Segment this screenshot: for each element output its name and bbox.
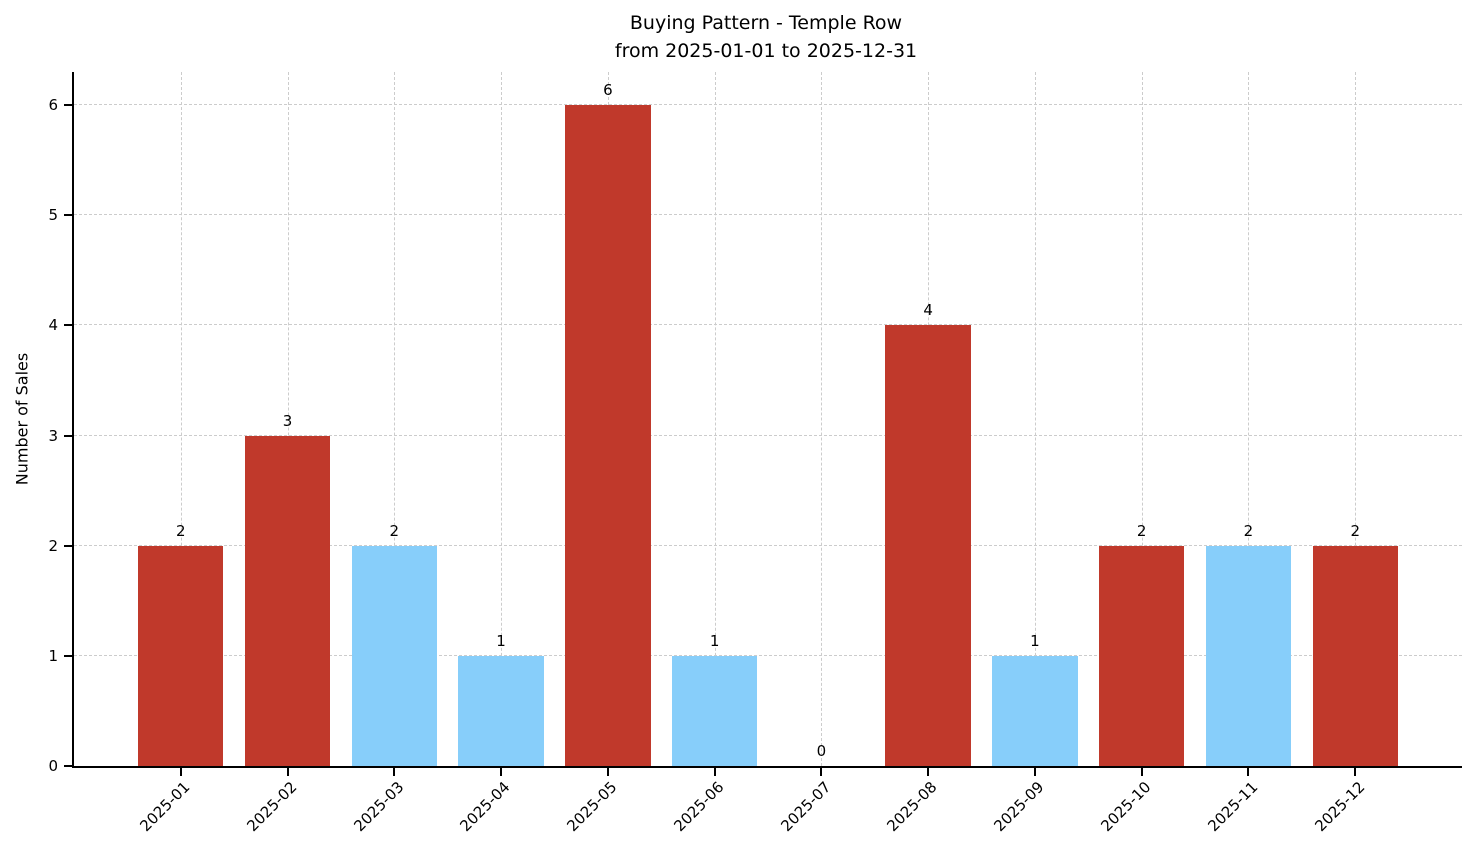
y-gridline: [74, 214, 1462, 216]
x-tick-label: 2025-04: [456, 778, 514, 836]
y-tick-mark: [64, 324, 72, 327]
y-gridline: [74, 654, 1462, 656]
bar: [992, 655, 1078, 766]
y-tick-mark: [64, 434, 72, 437]
bar-value-label: 2: [1350, 521, 1360, 540]
y-tick-label: 2: [48, 536, 58, 555]
x-tick-mark: [820, 768, 823, 776]
x-tick-label: 2025-10: [1097, 778, 1155, 836]
x-tick-mark: [179, 768, 182, 776]
x-tick-mark: [500, 768, 503, 776]
bar-value-label: 1: [709, 631, 720, 650]
x-tick-label: 2025-01: [136, 778, 194, 836]
x-tick-label: 2025-11: [1204, 778, 1262, 836]
x-tick-mark: [1140, 768, 1143, 776]
bar-value-label: 2: [389, 521, 400, 540]
x-tick-mark: [1354, 768, 1357, 776]
y-tick-label: 6: [48, 96, 58, 115]
bar: [351, 545, 437, 766]
y-gridline: [74, 104, 1462, 106]
y-tick-mark: [64, 544, 72, 547]
x-gridline: [501, 72, 503, 766]
y-gridline: [74, 544, 1462, 546]
x-tick-label: 2025-06: [670, 778, 728, 836]
chart-title-line1: Buying Pattern - Temple Row: [629, 12, 903, 34]
bar: [138, 545, 224, 766]
x-tick-label: 2025-08: [883, 778, 941, 836]
x-tick-mark: [1247, 768, 1250, 776]
x-tick-label: 2025-07: [777, 778, 835, 836]
x-gridline: [1248, 72, 1250, 766]
x-tick-label: 2025-02: [243, 778, 301, 836]
bar: [1098, 545, 1185, 766]
y-tick-mark: [64, 654, 72, 657]
bar: [1312, 545, 1398, 766]
bar: [244, 435, 331, 766]
bar-value-label: 2: [175, 521, 186, 540]
bar: [1205, 545, 1292, 766]
bar-value-label: 0: [816, 742, 827, 760]
x-gridline: [714, 72, 716, 766]
x-tick-label: 2025-12: [1310, 778, 1368, 836]
bar: [458, 655, 544, 766]
bar-value-label: 6: [603, 81, 613, 100]
x-gridline: [821, 72, 823, 766]
bar: [671, 655, 758, 766]
y-tick-label: 1: [48, 646, 58, 665]
y-tick-label: 4: [48, 316, 58, 335]
x-gridline: [1355, 72, 1357, 766]
bar-value-label: 1: [496, 631, 506, 650]
y-tick-label: 0: [48, 757, 58, 775]
y-axis-label: Number of Sales: [12, 352, 32, 486]
x-gridline: [1034, 72, 1036, 766]
x-tick-label: 2025-05: [563, 778, 621, 836]
bar: [565, 105, 651, 766]
y-tick-mark: [64, 104, 72, 107]
x-tick-label: 2025-09: [990, 778, 1048, 836]
x-tick-mark: [927, 768, 930, 776]
x-tick-label: 2025-03: [349, 778, 408, 836]
x-tick-mark: [286, 768, 289, 776]
bar-value-label: 2: [1136, 521, 1147, 540]
chart-title: Buying Pattern - Temple Row from 2025-01…: [72, 10, 1460, 65]
x-tick-mark: [1033, 768, 1036, 776]
chart-title-line2: from 2025-01-01 to 2025-12-31: [614, 39, 918, 62]
y-tick-mark: [64, 765, 72, 767]
y-gridline: [74, 324, 1462, 326]
x-tick-mark: [606, 768, 609, 776]
x-gridline: [180, 72, 182, 766]
y-gridline: [74, 434, 1462, 436]
x-gridline: [1141, 72, 1143, 766]
plot-area: 0 1 2 3 4 5 6 2025-01 2 2025-02 3 2025-03 2 2025-04 1 2…: [48, 72, 1462, 835]
y-tick-mark: [64, 214, 72, 217]
x-tick-mark: [393, 768, 396, 776]
bar: [885, 325, 971, 766]
x-gridline: [287, 72, 289, 766]
bar-value-label: 4: [923, 301, 933, 320]
x-gridline: [394, 72, 396, 766]
y-tick-label: 5: [48, 206, 58, 225]
x-tick-mark: [713, 768, 716, 776]
y-tick-label: 3: [48, 426, 58, 445]
bar-value-label: 3: [282, 411, 293, 430]
bar-value-label: 2: [1243, 521, 1254, 540]
bar-value-label: 1: [1030, 631, 1040, 650]
